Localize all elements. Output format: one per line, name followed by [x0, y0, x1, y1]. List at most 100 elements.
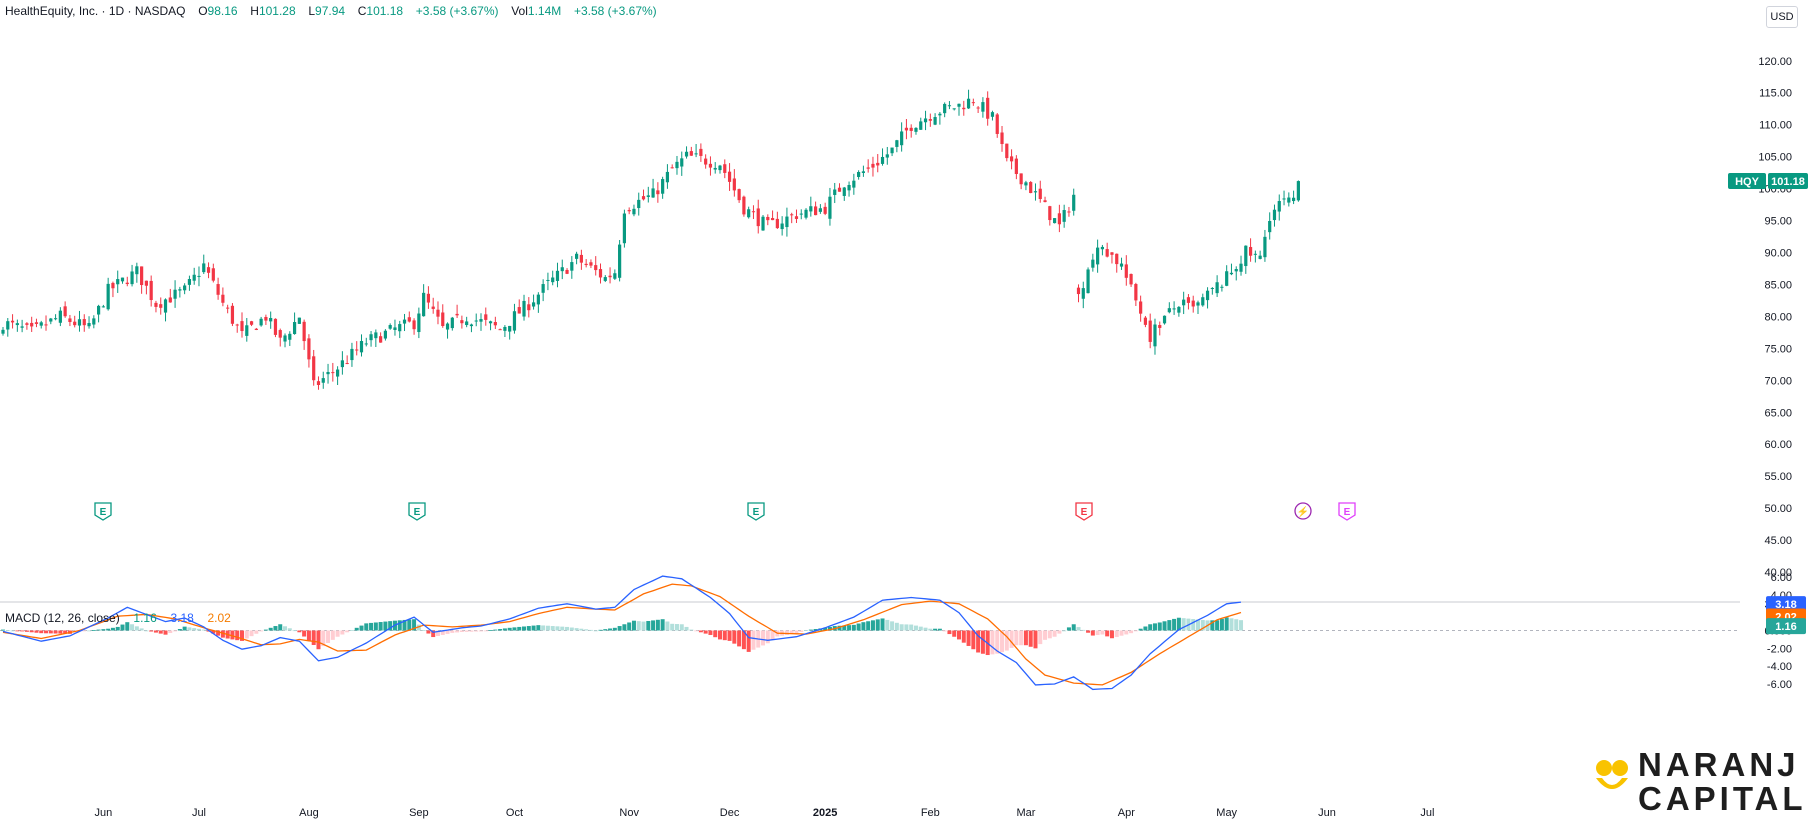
candle-body[interactable]	[900, 131, 904, 146]
candle-body[interactable]	[230, 305, 235, 324]
candle-body[interactable]	[594, 265, 598, 271]
candle-body[interactable]	[422, 292, 426, 317]
earnings-event-marker[interactable]	[747, 502, 765, 521]
candle-body[interactable]	[656, 190, 660, 195]
candle-body[interactable]	[484, 314, 488, 320]
candle-body[interactable]	[565, 269, 569, 274]
candle-body[interactable]	[684, 151, 689, 157]
candle-body[interactable]	[818, 208, 822, 212]
candle-body[interactable]	[345, 363, 349, 365]
candle-body[interactable]	[508, 325, 512, 332]
earnings-event-marker[interactable]	[94, 502, 112, 521]
candle-body[interactable]	[283, 335, 287, 342]
candle-body[interactable]	[1143, 317, 1148, 325]
candle-body[interactable]	[49, 318, 53, 322]
candle-body[interactable]	[522, 300, 526, 317]
candle-body[interactable]	[938, 113, 942, 116]
currency-button[interactable]: USD	[1766, 6, 1798, 28]
candle-body[interactable]	[986, 97, 990, 119]
candle-body[interactable]	[488, 321, 493, 324]
candle-body[interactable]	[82, 319, 86, 326]
candle-body[interactable]	[412, 320, 416, 330]
candle-body[interactable]	[1062, 210, 1066, 222]
candle-body[interactable]	[1215, 282, 1219, 294]
candle-body[interactable]	[637, 199, 641, 209]
candle-body[interactable]	[512, 311, 517, 331]
candle-body[interactable]	[68, 318, 72, 323]
candle-body[interactable]	[723, 164, 727, 173]
candle-body[interactable]	[350, 348, 354, 361]
candle-body[interactable]	[503, 326, 507, 331]
candle-body[interactable]	[1119, 263, 1124, 267]
candle-body[interactable]	[340, 360, 344, 368]
candle-body[interactable]	[1057, 213, 1061, 225]
candle-body[interactable]	[25, 323, 29, 325]
candle-body[interactable]	[1110, 252, 1114, 255]
candle-body[interactable]	[675, 161, 679, 169]
candle-body[interactable]	[952, 108, 956, 110]
candle-body[interactable]	[876, 162, 880, 166]
candle-body[interactable]	[183, 285, 187, 291]
candle-body[interactable]	[966, 98, 971, 109]
candle-body[interactable]	[216, 284, 220, 295]
candle-body[interactable]	[336, 369, 340, 377]
candle-body[interactable]	[579, 254, 583, 263]
candle-body[interactable]	[622, 213, 626, 244]
candle-body[interactable]	[388, 325, 392, 329]
candle-body[interactable]	[995, 114, 999, 134]
candle-body[interactable]	[316, 381, 321, 386]
candle-body[interactable]	[570, 262, 574, 271]
candle-body[interactable]	[30, 322, 34, 327]
candle-body[interactable]	[584, 263, 588, 266]
candle-body[interactable]	[1292, 197, 1296, 202]
candle-body[interactable]	[479, 319, 483, 322]
candle-body[interactable]	[39, 322, 43, 326]
candle-body[interactable]	[1014, 158, 1018, 175]
macd-pane[interactable]: 6.004.002.000.000-2.00-4.00-6.00	[0, 572, 1792, 691]
candle-body[interactable]	[1229, 272, 1234, 275]
candle-body[interactable]	[694, 153, 698, 155]
macd-title[interactable]: MACD (12, 26, close)	[5, 611, 120, 625]
candle-body[interactable]	[751, 211, 756, 213]
candle-body[interactable]	[154, 302, 158, 307]
candle-body[interactable]	[890, 147, 894, 154]
candle-body[interactable]	[943, 103, 947, 114]
candle-body[interactable]	[589, 262, 593, 266]
candle-body[interactable]	[1182, 299, 1186, 306]
candle-body[interactable]	[493, 321, 497, 326]
candle-body[interactable]	[130, 271, 134, 285]
candle-body[interactable]	[1177, 306, 1181, 313]
candle-body[interactable]	[1186, 297, 1191, 303]
candle-body[interactable]	[1038, 188, 1042, 200]
candle-body[interactable]	[34, 322, 39, 324]
candle-body[interactable]	[618, 244, 622, 278]
candle-body[interactable]	[990, 112, 995, 117]
candle-body[interactable]	[211, 268, 215, 281]
candle-body[interactable]	[837, 187, 842, 192]
candle-body[interactable]	[1239, 263, 1243, 272]
candle-body[interactable]	[1196, 302, 1200, 306]
candle-body[interactable]	[904, 127, 909, 131]
candle-body[interactable]	[641, 196, 646, 200]
candle-body[interactable]	[321, 378, 325, 383]
candle-body[interactable]	[15, 323, 19, 326]
candle-body[interactable]	[575, 253, 579, 259]
candle-body[interactable]	[1282, 198, 1286, 200]
candle-body[interactable]	[1210, 288, 1214, 290]
candle-body[interactable]	[292, 322, 297, 335]
macd-line[interactable]	[2, 575, 1242, 691]
candle-body[interactable]	[1139, 301, 1143, 314]
candle-body[interactable]	[6, 321, 10, 330]
candle-body[interactable]	[135, 266, 139, 275]
candle-body[interactable]	[125, 282, 129, 285]
candle-body[interactable]	[140, 266, 144, 286]
candle-body[interactable]	[116, 279, 120, 285]
candle-body[interactable]	[598, 269, 603, 278]
candle-body[interactable]	[799, 213, 803, 215]
candle-body[interactable]	[120, 277, 125, 282]
candle-body[interactable]	[1086, 269, 1090, 294]
candle-body[interactable]	[474, 320, 478, 322]
symbol-title[interactable]: HealthEquity, Inc. · 1D · NASDAQ	[5, 4, 186, 18]
candle-body[interactable]	[704, 158, 708, 165]
candle-body[interactable]	[273, 318, 278, 335]
